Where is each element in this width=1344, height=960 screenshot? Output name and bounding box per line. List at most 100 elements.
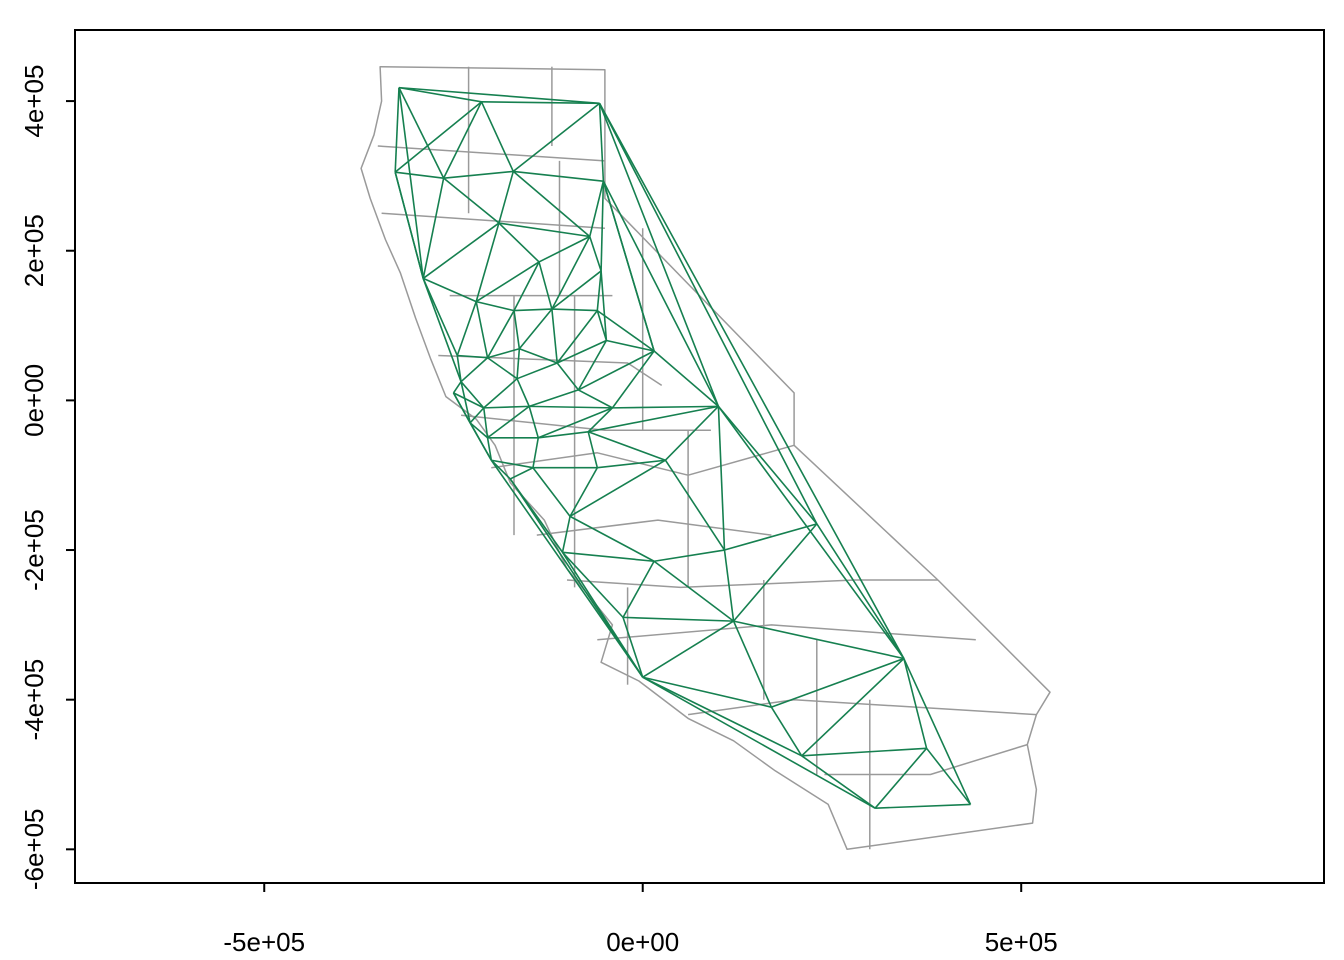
triangulation-network	[394, 86, 972, 809]
network-edge	[551, 270, 602, 310]
network-edge	[569, 515, 655, 562]
county-boundary	[461, 414, 711, 432]
network-edge	[587, 431, 666, 461]
network-edge	[816, 523, 905, 659]
network-edge	[561, 551, 644, 678]
y-tick-label: 4e+05	[19, 65, 49, 138]
network-edge	[452, 392, 471, 424]
network-edge	[587, 431, 599, 468]
network-edge	[514, 308, 552, 312]
county-boundary	[597, 624, 976, 641]
network-edge	[903, 658, 972, 805]
network-edge	[875, 803, 971, 809]
county-boundary	[536, 519, 772, 536]
network-edge	[771, 657, 905, 708]
network-edge	[422, 278, 459, 356]
network-edge	[475, 222, 500, 302]
county-boundary	[381, 212, 605, 230]
network-edge	[732, 523, 818, 622]
network-edge	[422, 278, 462, 382]
network-edge	[664, 459, 726, 551]
network-edge	[476, 300, 515, 312]
network-edge	[622, 617, 644, 678]
network-edge	[596, 270, 602, 311]
plot-frame	[74, 29, 1325, 884]
network-edge	[903, 658, 928, 749]
network-edge	[394, 101, 482, 173]
network-edge	[623, 616, 734, 622]
state-outline	[360, 65, 1051, 851]
y-axis: 4e+05 2e+05 0e+00 -2e+05 -4e+05 -6e+05	[19, 65, 75, 890]
network-edge	[653, 350, 719, 407]
network-edge	[664, 405, 719, 461]
network-edge	[487, 405, 530, 439]
network-edge	[600, 270, 608, 341]
network-edge	[398, 87, 424, 279]
network-edge	[724, 523, 818, 551]
network-edge	[606, 339, 655, 352]
network-edge	[513, 170, 604, 182]
x-axis: -5e+05 0e+00 5e+05	[223, 883, 1058, 957]
county-boundary	[824, 743, 1028, 776]
network-edge	[577, 340, 608, 391]
y-tick-label: 0e+00	[19, 364, 49, 437]
network-edge	[598, 102, 905, 659]
county-boundary	[687, 698, 1037, 716]
network-edge	[457, 354, 488, 359]
y-tick-label: -2e+05	[19, 509, 49, 591]
network-edge	[587, 407, 614, 433]
network-edge	[551, 236, 591, 310]
network-edge	[556, 362, 580, 391]
y-tick-label: -4e+05	[19, 659, 49, 741]
network-edge	[512, 170, 591, 238]
network-edge	[733, 620, 905, 660]
x-tick-label: 0e+00	[606, 927, 679, 957]
network-edge	[561, 516, 571, 553]
network-edge	[532, 437, 540, 468]
network-edge	[460, 381, 485, 409]
network-edge	[653, 549, 725, 563]
network-edge	[394, 171, 424, 279]
network-edge	[596, 309, 655, 352]
network-edge	[460, 381, 471, 424]
network-edge	[486, 437, 493, 461]
network-edge	[612, 405, 719, 409]
network-edge	[642, 676, 803, 757]
network-edge	[516, 378, 530, 407]
county-boundary	[438, 354, 663, 387]
network-edge	[588, 180, 605, 237]
network-edge	[556, 310, 598, 364]
network-edge	[561, 551, 624, 618]
network-edge	[456, 355, 462, 382]
map-layer	[360, 65, 1051, 851]
network-edge	[460, 357, 489, 383]
network-edge	[456, 301, 477, 356]
network-edge	[602, 180, 655, 352]
network-edge	[602, 180, 720, 407]
network-edge	[487, 357, 518, 380]
network-edge	[556, 339, 607, 364]
network-edge	[597, 459, 666, 469]
network-edge	[801, 747, 927, 757]
network-edge	[732, 620, 773, 708]
network-edge	[516, 362, 558, 380]
network-edge	[498, 171, 515, 224]
network-edge	[498, 222, 540, 263]
network-edge	[598, 102, 818, 525]
network-edge	[469, 422, 489, 439]
network-edge	[925, 747, 972, 805]
network-edge	[600, 181, 605, 271]
network-edge	[551, 308, 598, 312]
network-edge	[653, 560, 735, 622]
network-edge	[422, 222, 500, 280]
network-edge	[642, 676, 772, 708]
network-edge	[598, 103, 605, 182]
network-edge	[483, 378, 518, 409]
network-edge	[486, 310, 515, 359]
network-edge	[551, 309, 558, 364]
network-edge	[513, 261, 540, 311]
network-edge	[490, 459, 644, 678]
network-edge	[578, 350, 655, 391]
county-boundary	[491, 444, 795, 476]
